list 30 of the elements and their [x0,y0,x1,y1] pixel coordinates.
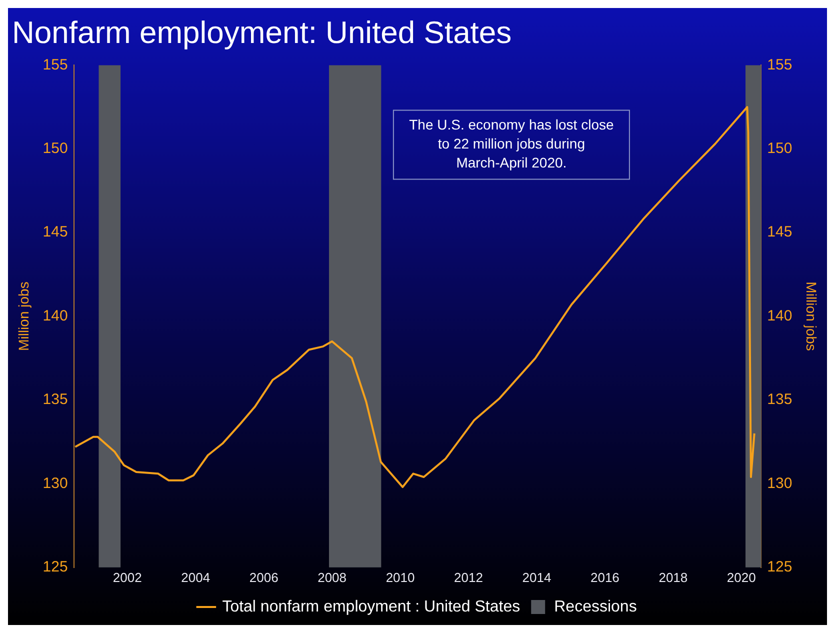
y-tick-label: 125 [42,558,68,576]
legend-label: Recessions [554,598,637,616]
y2-tick-label: 140 [767,307,792,324]
x-tick-label: 2006 [249,570,278,585]
x-tick-label: 2014 [522,570,552,585]
x-tick-label: 2004 [181,570,210,585]
y2-tick-label: 125 [767,558,792,576]
x-tick-label: 2016 [590,570,620,585]
x-tick-label: 2012 [454,570,483,585]
y-tick-label: 140 [42,307,68,324]
y-tick-label: 130 [42,474,68,492]
x-tick-label: 2010 [386,570,415,585]
x-tick-label: 2020 [726,570,756,585]
chart-title: Nonfarm employment: United States [12,15,512,50]
x-tick-label: 2008 [318,570,347,585]
y2-tick-label: 130 [767,474,792,492]
x-tick-label: 2018 [658,570,688,585]
legend-label: Total nonfarm employment : United States [222,598,520,616]
y2-tick-label: 135 [767,391,792,408]
annotation: The U.S. economy has lost close to 22 million jobs during March-April 2020. [409,116,614,171]
y-tick-label: 135 [42,391,68,408]
y-tick-label: 155 [42,56,68,74]
y-tick-label: 150 [42,140,68,158]
y-axis-title: Million jobs [15,282,32,351]
x-tick-label: 2002 [112,570,142,585]
y-tick-label: 145 [42,224,68,241]
y2-tick-label: 145 [767,224,792,241]
y2-axis-title: Million jobs [804,282,820,351]
y2-tick-label: 155 [767,56,792,74]
y2-tick-label: 150 [767,140,792,158]
